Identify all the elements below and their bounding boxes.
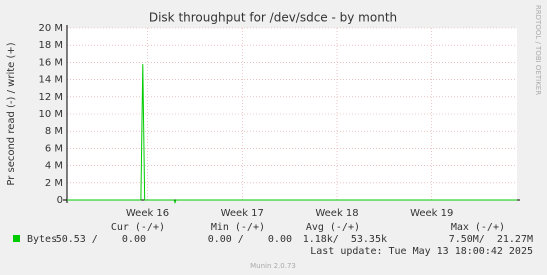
legend-value: 0.00 / 0.00 [208,234,292,245]
legend-header: Avg (-/+) [306,222,360,233]
legend-header: Min (-/+) [211,222,265,233]
chart-title: Disk throughput for /dev/sdce - by month [149,11,397,25]
y-tick-label: 20 M [38,23,63,34]
legend: Bytes Cur (-/+) Min (-/+) Avg (-/+) Max (-/… [13,222,533,245]
x-tick-label: Week 17 [221,208,264,219]
x-tick-label: Week 18 [315,208,358,219]
side-label: RRDTOOL / TOBI OETIKER [534,5,542,95]
x-tick-label: Week 19 [410,208,453,219]
y-tick-label: 4 M [45,161,63,172]
y-tick-label: 6 M [45,143,63,154]
y-tick-label: 14 M [38,75,63,86]
y-tick-label: 18 M [38,40,63,51]
y-tick-label: 8 M [45,126,63,137]
y-tick-label: 12 M [38,92,63,103]
y-tick-label: 2 M [45,178,63,189]
footer: Munin 2.0.73 [250,262,296,270]
legend-label: Bytes [27,234,57,245]
legend-swatch [13,235,20,242]
legend-value: 1.18k/ 53.35k [303,234,387,245]
legend-value: 50.53 / 0.00 [56,234,146,245]
legend-value: 7.50M/ 21.27M [449,234,533,245]
y-tick-label: 10 M [38,109,63,120]
y-axis-label: Pr second read (-) / write (+) [6,42,17,185]
last-update: Last update: Tue May 13 18:00:42 2025 [310,246,533,257]
y-tick-label: 0 [57,195,63,206]
legend-header: Cur (-/+) [111,222,165,233]
y-tick-label: 16 M [38,57,63,68]
legend-header: Max (-/+) [451,222,505,233]
x-tick-label: Week 16 [126,208,169,219]
data-line [67,64,517,205]
